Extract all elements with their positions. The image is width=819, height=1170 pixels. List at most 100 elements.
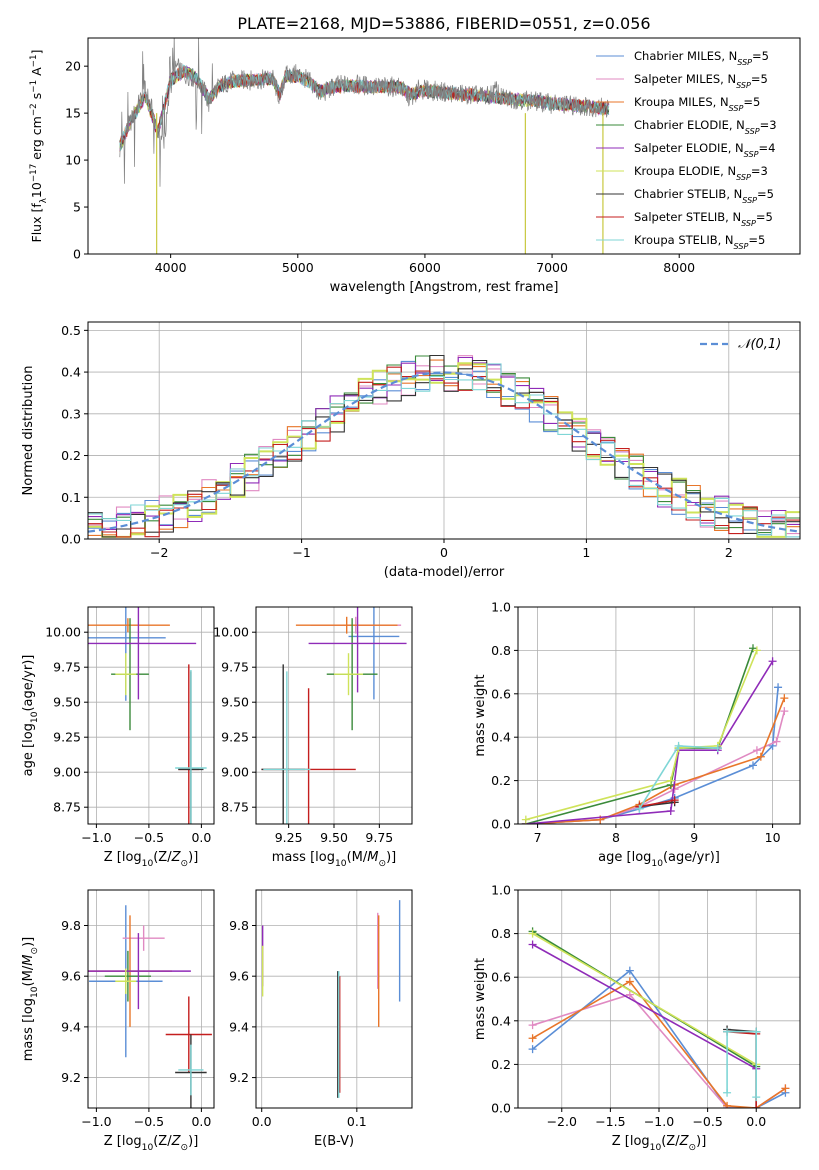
mass-weight-marker bbox=[666, 806, 675, 815]
y-tick-label: 10 bbox=[65, 153, 81, 168]
x-tick-label: 1 bbox=[582, 545, 590, 560]
y-tick-label: 0.8 bbox=[491, 643, 511, 658]
x-tick-label: 5000 bbox=[282, 260, 314, 275]
y-tick-label: 9.6 bbox=[229, 969, 249, 984]
y-tick-label: 0.5 bbox=[61, 323, 81, 338]
mass-weight-marker bbox=[625, 966, 634, 975]
mass-weight-marker bbox=[625, 977, 634, 986]
x-tick-label: −2 bbox=[150, 545, 168, 560]
grid-massweight-vs-Z bbox=[518, 889, 800, 1109]
y-tick-label: 0.2 bbox=[61, 448, 81, 463]
x-tick-label: −1 bbox=[292, 545, 310, 560]
legend-entry: Salpeter ELODIE, NSSP=4 bbox=[634, 141, 775, 159]
mass-weight-marker bbox=[752, 1093, 761, 1102]
mass-weight-marker bbox=[752, 1104, 761, 1108]
y-tick-label: 0.0 bbox=[61, 532, 81, 547]
grid-age-vs-mass bbox=[256, 607, 412, 824]
y-tick-label: 9.50 bbox=[221, 695, 249, 710]
y-tick-label: 9.25 bbox=[53, 730, 81, 745]
x-tick-label: 9.75 bbox=[365, 830, 393, 845]
y-tick-label: 0.6 bbox=[491, 970, 511, 985]
x-tick-label: 10 bbox=[765, 830, 781, 845]
y-tick-label: 0.8 bbox=[491, 926, 511, 941]
axes-age-vs-Z: −1.0 −0.5 0.0 8.75 9.00 9.25 9.50 9.75 10.00 Z [l… bbox=[21, 606, 215, 869]
mass-weight-line bbox=[727, 1028, 757, 1108]
x-axis-label: mass [log10(M/M⊙)] bbox=[272, 850, 396, 869]
y-tick-label: 9.6 bbox=[61, 969, 81, 984]
x-axis-label: Z [log10(Z/Z⊙)] bbox=[104, 1134, 199, 1153]
x-tick-label: 0.0 bbox=[252, 1114, 272, 1129]
y-tick-label: 0.6 bbox=[491, 686, 511, 701]
x-tick-label: 9.50 bbox=[320, 830, 348, 845]
x-tick-label: 0.1 bbox=[347, 1114, 367, 1129]
x-tick-label: 2 bbox=[725, 545, 733, 560]
mass-weight-marker bbox=[752, 746, 761, 755]
plot-area-residuals bbox=[88, 354, 800, 538]
mass-weight-marker bbox=[666, 776, 675, 785]
mass-weight-marker bbox=[756, 752, 765, 761]
mass-weight-marker bbox=[752, 646, 761, 655]
axes-spectrum: 4000 5000 6000 7000 8000 0 5 10 15 20 wavelength [… bbox=[29, 37, 801, 295]
y-tick-label: 20 bbox=[65, 59, 81, 74]
x-tick-label: −1.0 bbox=[644, 1114, 674, 1129]
y-tick-label: 9.2 bbox=[61, 1070, 81, 1085]
mass-weight-marker bbox=[723, 1101, 732, 1108]
x-tick-label: 6000 bbox=[409, 260, 441, 275]
x-tick-label: −0.5 bbox=[134, 1114, 164, 1129]
x-tick-label: −2.0 bbox=[547, 1114, 577, 1129]
y-axis-label: age [log10(age/yr)] bbox=[21, 655, 40, 777]
legend-entry: 𝒩(0,1) bbox=[738, 337, 781, 352]
axes-frame bbox=[255, 606, 413, 825]
legend-entry: Kroupa ELODIE, NSSP=3 bbox=[634, 164, 768, 182]
axes-mass-vs-Z: −1.0 −0.5 0.0 9.2 9.4 9.6 9.8 Z [log10(Z/Z⊙)] ma… bbox=[21, 889, 215, 1153]
y-tick-label: 0.4 bbox=[61, 365, 81, 380]
x-tick-label: 0.0 bbox=[191, 830, 211, 845]
x-axis-label: wavelength [Angstrom, rest frame] bbox=[330, 280, 559, 295]
plot-area-massweight-vs-Z bbox=[528, 927, 790, 1108]
mass-weight-line bbox=[532, 943, 757, 1070]
mass-weight-marker bbox=[528, 940, 537, 949]
x-tick-label: −0.5 bbox=[134, 830, 164, 845]
plot-area-spectrum bbox=[119, 38, 610, 254]
mass-weight-marker bbox=[768, 657, 777, 666]
mass-weight-marker bbox=[723, 1088, 732, 1097]
mass-weight-marker bbox=[723, 1027, 732, 1036]
mass-weight-marker bbox=[670, 796, 679, 805]
y-axis-label: mass weight bbox=[473, 674, 488, 756]
legend-entry: Kroupa STELIB, NSSP=5 bbox=[634, 233, 765, 251]
y-tick-label: 9.4 bbox=[229, 1019, 249, 1034]
x-axis-label: Z [log10(Z/Z⊙)] bbox=[612, 1134, 707, 1153]
normal-curve bbox=[88, 371, 800, 533]
y-tick-label: 9.75 bbox=[221, 660, 249, 675]
x-axis-label: E(B-V) bbox=[314, 1134, 354, 1149]
x-tick-label: 0.0 bbox=[191, 1114, 211, 1129]
axes-frame bbox=[517, 606, 801, 825]
x-tick-label: 8 bbox=[612, 830, 620, 845]
axes-massweight-vs-Z: −2.0 −1.5 −1.0 −0.5 0.0 0.0 0.2 0.4 0.6 0.8 1.0 Z [… bbox=[473, 883, 801, 1153]
mass-weight-marker bbox=[625, 990, 634, 999]
legend-entry: Chabrier MILES, NSSP=5 bbox=[634, 49, 769, 67]
legend-entry: Chabrier ELODIE, NSSP=3 bbox=[634, 118, 777, 136]
x-axis-label: Z [log10(Z/Z⊙)] bbox=[104, 850, 199, 869]
mass-weight-line bbox=[525, 647, 754, 824]
figure-title: PLATE=2168, MJD=53886, FIBERID=0551, z=0… bbox=[237, 14, 650, 33]
axes-frame bbox=[87, 606, 215, 825]
residual-histogram bbox=[88, 354, 800, 538]
y-axis-label: mass weight bbox=[473, 958, 488, 1040]
y-tick-label: 9.8 bbox=[61, 918, 81, 933]
y-tick-label: 8.75 bbox=[53, 800, 81, 815]
y-axis-label: Normed distribution bbox=[21, 366, 36, 496]
y-tick-label: 10.00 bbox=[213, 625, 249, 640]
axes-frame bbox=[87, 37, 801, 255]
y-tick-label: 0.2 bbox=[491, 773, 511, 788]
y-tick-label: 9.00 bbox=[221, 765, 249, 780]
mass-weight-marker bbox=[713, 744, 722, 753]
y-tick-label: 9.8 bbox=[229, 918, 249, 933]
mass-weight-marker bbox=[528, 929, 537, 938]
axes-frame bbox=[517, 889, 801, 1109]
y-tick-label: 10.00 bbox=[45, 625, 81, 640]
y-axis-label: Flux [fλ10−17 erg cm−2 s−1 A−1] bbox=[29, 50, 49, 243]
y-tick-label: 0.0 bbox=[491, 1101, 511, 1116]
mass-weight-marker bbox=[749, 761, 757, 770]
y-tick-label: 0.0 bbox=[491, 817, 511, 832]
